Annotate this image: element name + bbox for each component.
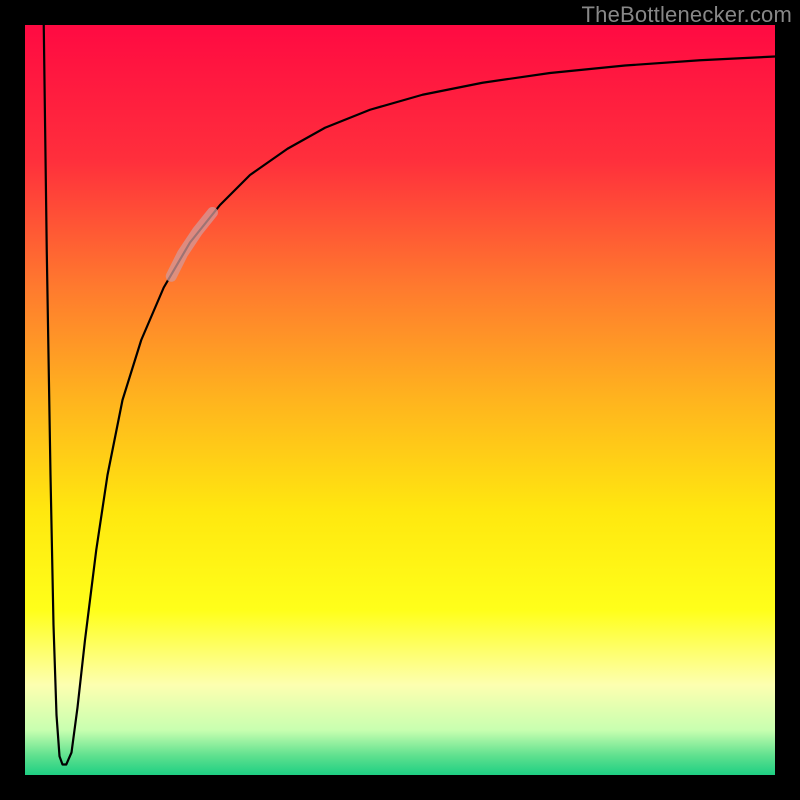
chart-frame: TheBottlenecker.com <box>0 0 800 800</box>
plot-svg <box>25 25 775 775</box>
gradient-background <box>25 25 775 775</box>
plot-area <box>25 25 775 775</box>
